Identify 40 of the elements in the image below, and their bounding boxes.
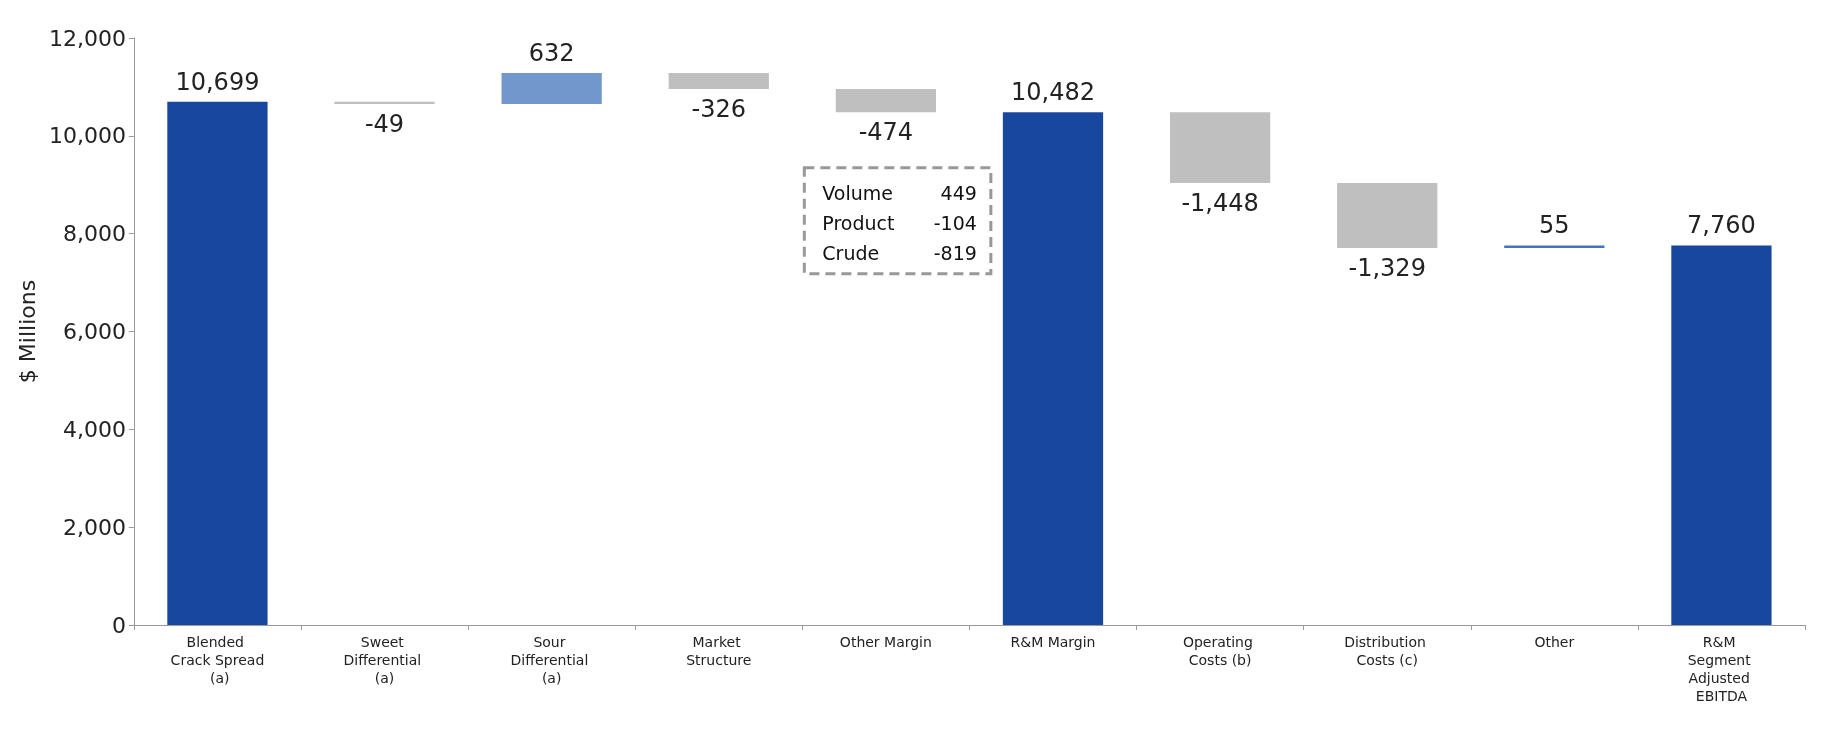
y-tick-label: 0 [111, 612, 126, 638]
y-tick-label: 8,000 [62, 221, 126, 247]
bar [1002, 112, 1104, 625]
x-tick-label: Other [1534, 634, 1575, 650]
bar [668, 73, 769, 90]
data-label: -1,329 [1348, 254, 1426, 283]
y-tick-label: 6,000 [62, 319, 126, 344]
data-label: 7,760 [1687, 211, 1756, 240]
x-tick-label: R&M Segment Adjusted EBITDA [1687, 634, 1756, 704]
x-tick-label: Other Margin [839, 634, 932, 650]
data-label: 10,482 [1011, 78, 1095, 107]
x-tick-label: Blended Crack Spread (a) [170, 634, 265, 686]
x-tick-label: Sour Differential (a) [510, 634, 593, 686]
x-tick-label: Market Structure [686, 634, 752, 668]
bar [501, 73, 602, 105]
data-label: -326 [691, 95, 747, 124]
x-tick-label: R&M Margin [1010, 634, 1096, 650]
bar [1671, 245, 1772, 625]
data-label: -474 [858, 118, 914, 147]
bar [1169, 112, 1271, 184]
y-axis-title: $ Millions [14, 279, 40, 384]
x-tick-label: Distribution Costs (c) [1344, 634, 1431, 668]
bar [835, 89, 937, 113]
bar [1337, 183, 1438, 249]
text: Crude -819 [822, 241, 977, 264]
data-label: 632 [528, 39, 575, 68]
x-tick-label: Sweet Differential (a) [343, 634, 426, 686]
bar [167, 101, 268, 625]
data-label: -1,448 [1181, 189, 1259, 218]
data-label: -49 [364, 110, 405, 139]
y-tick-label: 4,000 [62, 416, 126, 442]
bar [1504, 245, 1605, 249]
y-tick-label: 2,000 [62, 514, 126, 540]
y-tick-label: 10,000 [48, 123, 126, 149]
data-label: 55 [1539, 211, 1570, 240]
y-tick-label: 12,000 [48, 25, 126, 51]
text: Product -104 [822, 211, 977, 234]
data-label: 10,699 [175, 67, 260, 96]
text: Volume 449 [822, 181, 977, 204]
x-tick-label: Operating Costs (b) [1182, 634, 1258, 668]
